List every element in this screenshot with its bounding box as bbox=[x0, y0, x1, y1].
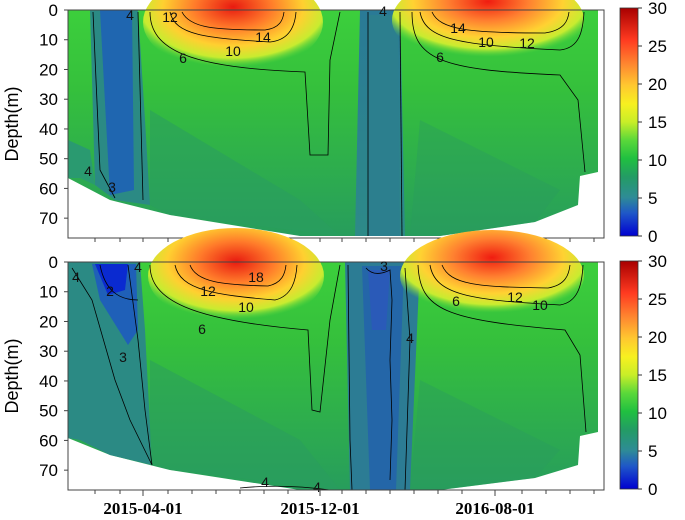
contour-label: 10 bbox=[238, 299, 254, 315]
colorbar-tick-label: 10 bbox=[648, 404, 667, 423]
y-axis-bottom: 0 10 20 30 40 50 60 70 bbox=[39, 253, 68, 480]
y-axis-label-bottom: Depth(m) bbox=[2, 338, 22, 413]
y-tick-label: 10 bbox=[39, 283, 58, 302]
contour-label: 10 bbox=[478, 34, 494, 50]
y-tick-label: 30 bbox=[39, 342, 58, 361]
contour-label: 12 bbox=[519, 35, 535, 51]
contour-label: 4 bbox=[84, 163, 92, 179]
colorbar-tick-label: 30 bbox=[648, 252, 667, 271]
y-tick-label: 40 bbox=[39, 372, 58, 391]
contour-label: 14 bbox=[450, 20, 466, 36]
contour-field-bottom bbox=[68, 228, 598, 491]
colorbar-tick-label: 0 bbox=[648, 480, 657, 499]
colorbar-tick-label: 25 bbox=[648, 37, 667, 56]
contour-field-top bbox=[68, 0, 598, 237]
y-axis-top: 0 10 20 30 40 50 60 70 bbox=[39, 1, 68, 228]
contour-labels-bottom: 4 2 4 12 18 10 6 3 3 4 12 10 6 4 4 bbox=[72, 258, 548, 495]
contour-label: 10 bbox=[225, 43, 241, 59]
contour-label: 12 bbox=[162, 9, 178, 25]
colorbar-tick-label: 25 bbox=[648, 290, 667, 309]
y-tick-label: 30 bbox=[39, 90, 58, 109]
y-axis-label-top: Depth(m) bbox=[2, 86, 22, 161]
y-tick-label: 60 bbox=[39, 179, 58, 198]
contour-label: 2 bbox=[106, 283, 114, 299]
contour-label: 3 bbox=[380, 258, 388, 274]
contour-label: 6 bbox=[198, 321, 206, 337]
colorbar-tick-label: 10 bbox=[648, 151, 667, 170]
contour-label: 4 bbox=[379, 3, 387, 19]
contour-label: 4 bbox=[126, 7, 134, 23]
contour-label: 4 bbox=[72, 269, 80, 285]
contour-label: 4 bbox=[313, 479, 321, 495]
contour-label: 4 bbox=[261, 474, 269, 490]
y-tick-label: 50 bbox=[39, 402, 58, 421]
y-tick-label: 20 bbox=[39, 60, 58, 79]
contour-label: 18 bbox=[248, 269, 264, 285]
y-tick-label: 50 bbox=[39, 150, 58, 169]
colorbar-top: 0 5 10 15 20 25 30 bbox=[619, 0, 667, 246]
y-tick-label: 70 bbox=[39, 209, 58, 228]
colorbar-tick-label: 15 bbox=[648, 113, 667, 132]
colorbar-tick-label: 30 bbox=[648, 0, 667, 18]
y-tick-label: 0 bbox=[49, 253, 58, 272]
colorbar-tick-label: 15 bbox=[648, 366, 667, 385]
colorbar-tick-label: 20 bbox=[648, 75, 667, 94]
contour-label: 14 bbox=[255, 29, 271, 45]
x-axis-bottom: 2015-04-01 2015-12-01 2016-08-01 bbox=[68, 489, 604, 518]
contour-label: 12 bbox=[507, 289, 523, 305]
colorbar-tick-label: 5 bbox=[648, 442, 657, 461]
contour-label: 6 bbox=[179, 50, 187, 66]
y-tick-label: 0 bbox=[49, 1, 58, 20]
contour-label: 10 bbox=[532, 297, 548, 313]
y-tick-label: 10 bbox=[39, 31, 58, 50]
contour-label: 12 bbox=[200, 283, 216, 299]
y-tick-label: 60 bbox=[39, 431, 58, 450]
contour-label: 3 bbox=[119, 349, 127, 365]
contour-label: 6 bbox=[436, 49, 444, 65]
contour-label: 4 bbox=[406, 330, 414, 346]
x-tick-label: 2015-04-01 bbox=[103, 499, 182, 518]
y-tick-label: 20 bbox=[39, 312, 58, 331]
y-tick-label: 70 bbox=[39, 461, 58, 480]
colorbar-tick-label: 20 bbox=[648, 328, 667, 347]
colorbar-tick-label: 5 bbox=[648, 189, 657, 208]
colorbar-tick-label: 0 bbox=[648, 227, 657, 246]
contour-label: 6 bbox=[452, 293, 460, 309]
colorbar-bottom: 0 5 10 15 20 25 30 bbox=[619, 252, 667, 499]
contour-label: 3 bbox=[108, 179, 116, 195]
x-tick-label: 2016-08-01 bbox=[455, 499, 534, 518]
contour-label: 4 bbox=[134, 259, 142, 275]
x-tick-label: 2015-12-01 bbox=[280, 499, 359, 518]
y-tick-label: 40 bbox=[39, 120, 58, 139]
